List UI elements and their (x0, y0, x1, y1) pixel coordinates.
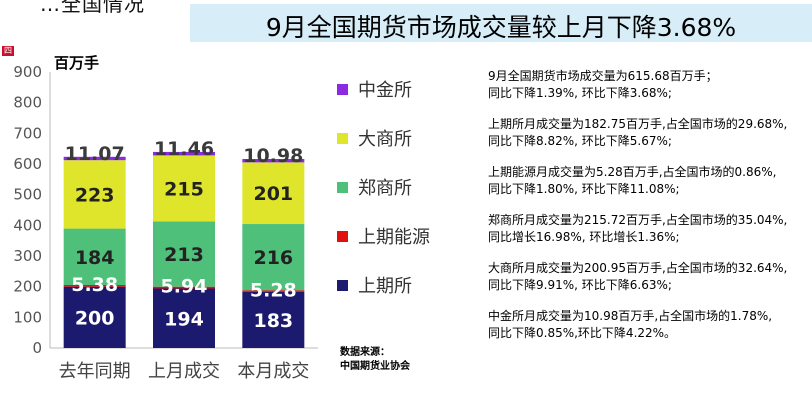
legend-label: 上期所 (358, 276, 412, 297)
note-line: 同比下降1.80%, 环比下降11.08%; (488, 182, 680, 196)
bar-value-label: 194 (164, 308, 204, 330)
legend-label: 上期能源 (358, 227, 430, 248)
note-line: 同比增长16.98%, 环比增长1.36%; (488, 230, 680, 244)
corner-badge: 四 (2, 46, 14, 56)
page-title: 9月全国期货市场成交量较上月下降3.68% (265, 13, 737, 42)
y-tick-label: 500 (13, 186, 42, 204)
bar-segment (242, 224, 305, 291)
note-line: 9月全国期货市场成交量为615.68百万手； (488, 69, 718, 83)
y-tick-label: 300 (13, 247, 42, 265)
y-unit-label: 百万手 (54, 54, 99, 72)
legend-swatch (337, 84, 348, 95)
source-name: 中国期货业协会 (340, 361, 410, 372)
bar-segment (63, 156, 126, 161)
note-block: 上期所月成交量为182.75百万手,占全国市场的29.68%, 同比下降8.82… (488, 116, 808, 150)
y-tick-label: 400 (13, 216, 42, 234)
bar-segment (153, 288, 215, 348)
note-line: 同比下降9.91%, 环比下降6.63%; (488, 278, 672, 292)
note-line: 同比下降0.85%,环比下降4.22%。 (488, 326, 677, 340)
bar-value-label: 183 (253, 310, 293, 332)
note-line: 上期所月成交量为182.75百万手,占全国市场的29.68%, (488, 117, 788, 131)
y-tick-label: 0 (32, 339, 42, 357)
legend-swatch (337, 280, 348, 291)
bar-segment (242, 159, 305, 163)
bar-value-label: 201 (253, 183, 293, 205)
x-category-label: 去年同期 (59, 361, 131, 382)
note-block: 郑商所月成交量为215.72百万手,占全国市场的35.04%, 同比增长16.9… (488, 212, 808, 246)
bar-value-label: 213 (164, 244, 204, 266)
header-fragment: …全国情况 (40, 0, 145, 16)
legend-label: 郑商所 (358, 178, 412, 199)
bar-value-label: 223 (75, 184, 115, 206)
summary-notes: 9月全国期货市场成交量为615.68百万手； 同比下降1.39%, 环比下降3.… (488, 68, 808, 356)
bar-segment (242, 290, 305, 292)
source-label: 数据来源： (340, 347, 390, 358)
bar-segment (242, 291, 305, 348)
note-line: 同比下降1.39%, 环比下降3.68%; (488, 86, 672, 100)
legend-swatch (337, 182, 348, 193)
bar-value-label: 5.94 (161, 276, 208, 298)
bar-value-label: 11.07 (65, 143, 125, 165)
bar-segment (153, 151, 215, 156)
bar-value-label: 5.28 (250, 279, 297, 301)
x-category-label: 上月成交 (148, 361, 220, 382)
bar-value-label: 200 (75, 307, 115, 329)
bar-value-label: 5.38 (71, 274, 118, 296)
title-banner: 9月全国期货市场成交量较上月下降3.68% (190, 4, 812, 42)
bar-value-label: 215 (164, 178, 204, 200)
bar-segment (63, 285, 126, 287)
y-tick-label: 100 (13, 308, 42, 326)
y-tick-label: 800 (13, 94, 42, 112)
data-source: 数据来源： 中国期货业协会 (340, 346, 410, 374)
bar-value-label: 184 (75, 247, 115, 269)
note-block: 大商所月成交量为200.95百万手,占全国市场的32.64%, 同比下降9.91… (488, 260, 808, 294)
bar-segment (153, 155, 215, 222)
legend-swatch (337, 231, 348, 242)
note-line: 大商所月成交量为200.95百万手,占全国市场的32.64%, (488, 261, 788, 275)
bar-value-label: 10.98 (243, 145, 303, 167)
legend-label: 大商所 (358, 129, 412, 150)
note-block: 9月全国期货市场成交量为615.68百万手； 同比下降1.39%, 环比下降3.… (488, 68, 808, 102)
note-block: 中金所月成交量为10.98百万手,占全国市场的1.78%, 同比下降0.85%,… (488, 308, 808, 342)
y-tick-label: 700 (13, 124, 42, 142)
note-line: 上期能源月成交量为5.28百万手,占全国市场的0.86%, (488, 165, 777, 179)
bar-segment (242, 162, 305, 225)
y-tick-label: 200 (13, 278, 42, 296)
bar-value-label: 11.46 (154, 138, 214, 160)
bar-segment (153, 221, 215, 287)
y-tick-label: 600 (13, 155, 42, 173)
note-line: 同比下降8.82%, 环比下降5.67%; (488, 134, 672, 148)
bar-segment (153, 286, 215, 289)
bar-segment (63, 160, 126, 229)
bar-segment (63, 286, 126, 348)
legend-swatch (337, 133, 348, 144)
bar-value-label: 216 (253, 247, 293, 269)
bar-segment (63, 228, 126, 286)
note-line: 中金所月成交量为10.98百万手,占全国市场的1.78%, (488, 309, 773, 323)
y-tick-label: 900 (13, 63, 42, 81)
legend-label: 中金所 (358, 80, 412, 101)
x-category-label: 本月成交 (237, 361, 309, 382)
note-line: 郑商所月成交量为215.72百万手,占全国市场的35.04%, (488, 213, 788, 227)
note-block: 上期能源月成交量为5.28百万手,占全国市场的0.86%, 同比下降1.80%,… (488, 164, 808, 198)
